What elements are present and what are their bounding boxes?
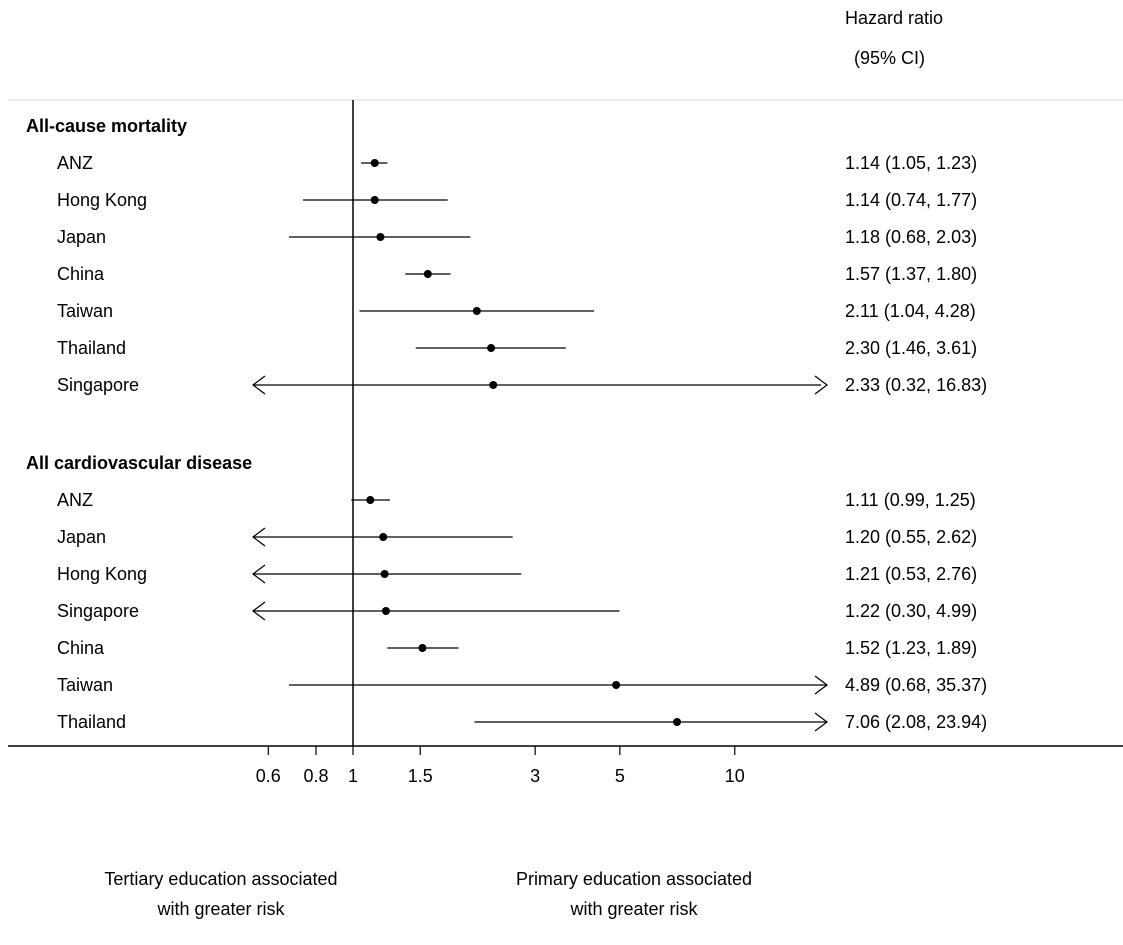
row-label: Japan <box>57 527 106 547</box>
row-label: Hong Kong <box>57 564 147 584</box>
row-label: Thailand <box>57 712 126 732</box>
ci-right-arrow <box>814 375 828 395</box>
point-estimate <box>673 718 682 726</box>
point-estimate <box>489 381 498 389</box>
row-label: Thailand <box>57 338 126 358</box>
hr-ci-text: 1.21 (0.53, 2.76) <box>845 564 977 584</box>
forest-row: ANZ 1.14 (1.05, 1.23) <box>57 153 977 173</box>
group-title: All cardiovascular disease <box>26 453 252 473</box>
forest-row: Taiwan 2.11 (1.04, 4.28) <box>57 301 976 321</box>
point-estimate <box>381 607 390 615</box>
group-1: All-cause mortality ANZ 1.14 (1.05, 1.23) H… <box>26 116 987 395</box>
hr-ci-text: 1.52 (1.23, 1.89) <box>845 638 977 658</box>
point-estimate <box>370 196 379 204</box>
ci-left-arrow <box>252 527 266 547</box>
hr-ci-text: 1.11 (0.99, 1.25) <box>845 490 976 510</box>
x-tick-label: 1.5 <box>408 766 433 786</box>
x-tick-label: 5 <box>615 766 625 786</box>
right-note-line-2: with greater risk <box>569 899 698 919</box>
x-tick-label: 0.8 <box>303 766 328 786</box>
row-label: Hong Kong <box>57 190 147 210</box>
hr-ci-text: 7.06 (2.08, 23.94) <box>845 712 987 732</box>
hr-ci-text: 1.14 (0.74, 1.77) <box>845 190 977 210</box>
point-estimate <box>380 570 389 578</box>
ci-left-arrow <box>252 564 266 584</box>
forest-row: Singapore 2.33 (0.32, 16.83) <box>57 375 987 395</box>
row-label: Taiwan <box>57 675 113 695</box>
row-label: China <box>57 264 105 284</box>
row-label: Singapore <box>57 601 139 621</box>
ci-right-arrow <box>814 675 828 695</box>
ci-left-arrow <box>252 601 266 621</box>
forest-row: Hong Kong 1.21 (0.53, 2.76) <box>57 564 977 584</box>
right-note-line-1: Primary education associated <box>516 869 752 889</box>
point-estimate <box>418 644 427 652</box>
hr-ci-text: 2.33 (0.32, 16.83) <box>845 375 987 395</box>
hr-ci-text: 1.57 (1.37, 1.80) <box>845 264 977 284</box>
x-tick-label: 0.6 <box>256 766 281 786</box>
forest-row: China 1.57 (1.37, 1.80) <box>57 264 977 284</box>
point-estimate <box>370 159 379 167</box>
row-label: ANZ <box>57 153 93 173</box>
group-2: All cardiovascular disease ANZ 1.11 (0.99,… <box>26 453 987 732</box>
x-tick-label: 10 <box>725 766 745 786</box>
point-estimate <box>472 307 481 315</box>
point-estimate <box>379 533 388 541</box>
x-tick-label: 1 <box>348 766 358 786</box>
row-label: China <box>57 638 105 658</box>
hr-ci-text: 1.18 (0.68, 2.03) <box>845 227 977 247</box>
ci-left-arrow <box>252 375 266 395</box>
hr-ci-text: 2.11 (1.04, 4.28) <box>845 301 976 321</box>
forest-row: Thailand 7.06 (2.08, 23.94) <box>57 712 987 732</box>
forest-row: Japan 1.18 (0.68, 2.03) <box>57 227 977 247</box>
forest-row: Thailand 2.30 (1.46, 3.61) <box>57 338 977 358</box>
ci-right-arrow <box>814 712 828 732</box>
point-estimate <box>423 270 432 278</box>
row-label: Taiwan <box>57 301 113 321</box>
hr-ci-text: 2.30 (1.46, 3.61) <box>845 338 977 358</box>
forest-row: Singapore 1.22 (0.30, 4.99) <box>57 601 977 621</box>
hr-ci-text: 1.22 (0.30, 4.99) <box>845 601 977 621</box>
row-label: Japan <box>57 227 106 247</box>
hr-ci-text: 1.20 (0.55, 2.62) <box>845 527 977 547</box>
point-estimate <box>487 344 496 352</box>
hr-ci-text: 4.89 (0.68, 35.37) <box>845 675 987 695</box>
forest-row: Hong Kong 1.14 (0.74, 1.77) <box>57 190 977 210</box>
forest-row: China 1.52 (1.23, 1.89) <box>57 638 977 658</box>
x-tick-label: 3 <box>530 766 540 786</box>
forest-row: Taiwan 4.89 (0.68, 35.37) <box>57 675 987 695</box>
header-line-1: Hazard ratio <box>845 8 943 28</box>
left-note-line-1: Tertiary education associated <box>104 869 337 889</box>
forest-rows: All-cause mortality ANZ 1.14 (1.05, 1.23) H… <box>26 116 987 732</box>
group-title: All-cause mortality <box>26 116 187 136</box>
point-estimate <box>376 233 385 241</box>
header-line-2: (95% CI) <box>854 48 925 68</box>
left-note-line-2: with greater risk <box>156 899 285 919</box>
x-axis-ticks: 0.6 0.8 1 1.5 3 5 10 <box>256 746 745 786</box>
hr-ci-text: 1.14 (1.05, 1.23) <box>845 153 977 173</box>
row-label: Singapore <box>57 375 139 395</box>
forest-row: Japan 1.20 (0.55, 2.62) <box>57 527 977 547</box>
forest-row: ANZ 1.11 (0.99, 1.25) <box>57 490 976 510</box>
row-label: ANZ <box>57 490 93 510</box>
point-estimate <box>612 681 621 689</box>
point-estimate <box>366 496 375 504</box>
